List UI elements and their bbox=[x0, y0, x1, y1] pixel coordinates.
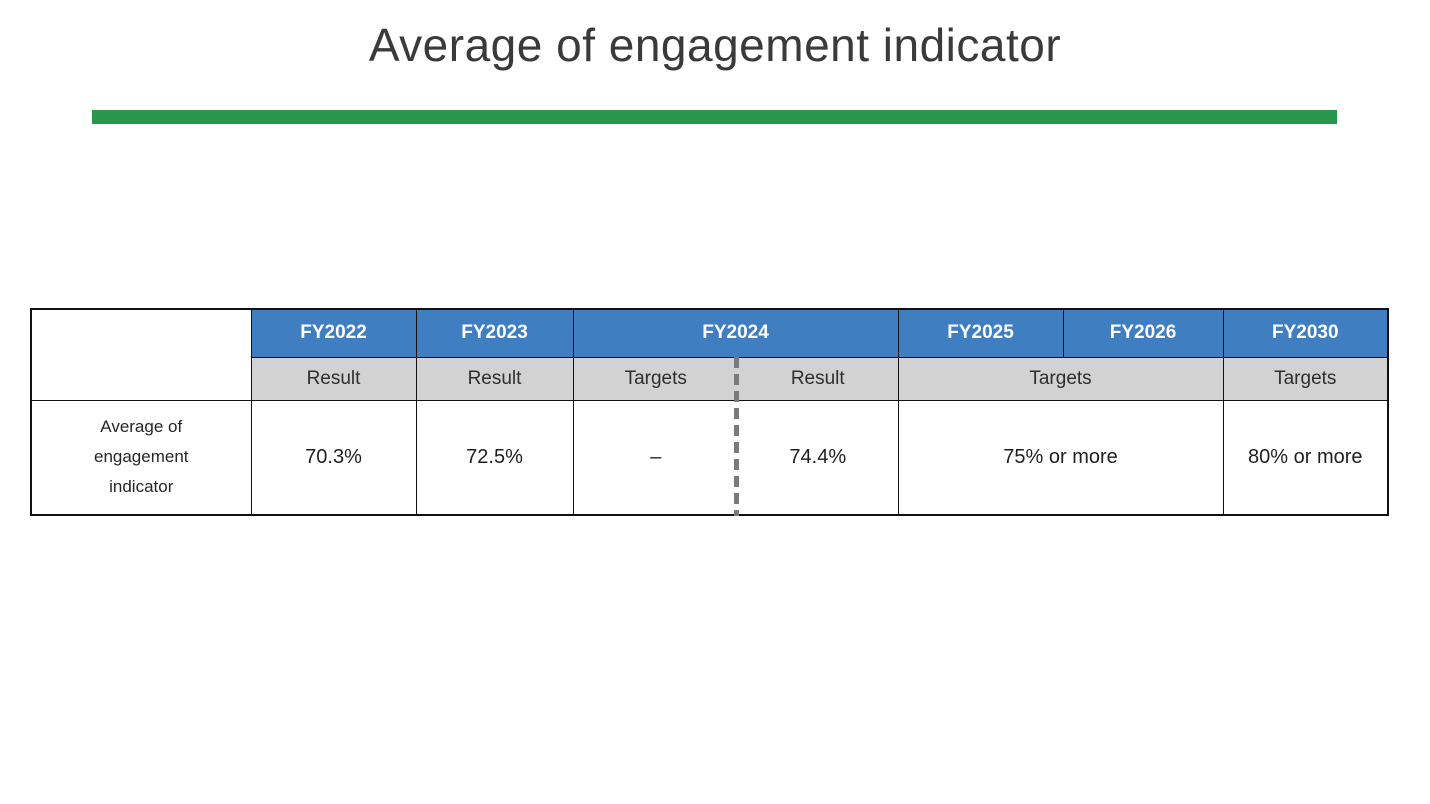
value-fy2022: 70.3% bbox=[250, 399, 417, 516]
subheader-fy2022-result: Result bbox=[250, 356, 417, 401]
engagement-indicator-table: FY2022 FY2023 FY2024 FY2025 FY2026 FY203… bbox=[30, 308, 1390, 516]
subheader-fy2023-result: Result bbox=[415, 356, 574, 401]
col-header-fy2025: FY2025 bbox=[897, 308, 1064, 358]
subheader-fy2024-result: Result bbox=[738, 356, 899, 401]
value-fy2023: 72.5% bbox=[415, 399, 574, 516]
row-label-text: Average of engagement indicator bbox=[93, 417, 189, 497]
col-header-fy2026: FY2026 bbox=[1062, 308, 1224, 358]
value-fy2024-targets: – bbox=[572, 399, 738, 516]
value-fy2030: 80% or more bbox=[1222, 399, 1389, 516]
engagement-table-container: FY2022 FY2023 FY2024 FY2025 FY2026 FY203… bbox=[30, 308, 1390, 516]
title-accent-bar bbox=[92, 110, 1337, 124]
table-data-row: Average of engagement indicator 70.3% 72… bbox=[30, 399, 1389, 516]
col-header-fy2024: FY2024 bbox=[572, 308, 899, 358]
row-label-cell: Average of engagement indicator bbox=[30, 399, 252, 516]
subheader-fy2030-targets: Targets bbox=[1222, 356, 1389, 401]
col-header-fy2030: FY2030 bbox=[1222, 308, 1389, 358]
page-title: Average of engagement indicator bbox=[368, 19, 1062, 71]
table-subheader-row: Result Result Targets Result Targets Tar… bbox=[31, 356, 1389, 401]
subheader-fy2025-fy2026-targets: Targets bbox=[897, 356, 1224, 401]
col-header-fy2023: FY2023 bbox=[415, 308, 574, 358]
value-fy2025-fy2026: 75% or more bbox=[897, 399, 1224, 516]
subheader-fy2024-targets: Targets bbox=[572, 356, 738, 401]
col-header-fy2022: FY2022 bbox=[250, 308, 417, 358]
table-header-row: FY2022 FY2023 FY2024 FY2025 FY2026 FY203… bbox=[30, 308, 1389, 401]
header-stub-cell bbox=[30, 308, 252, 401]
value-fy2024-result: 74.4% bbox=[738, 399, 899, 516]
